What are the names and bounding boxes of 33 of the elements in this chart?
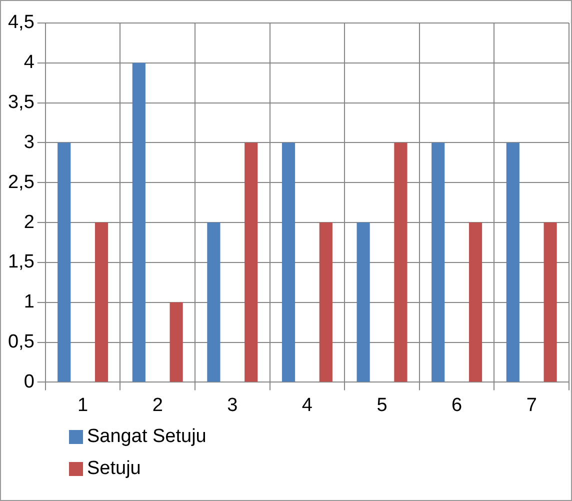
bar [282, 142, 296, 382]
bar [244, 142, 258, 382]
y-tick-label: 4 [24, 52, 35, 74]
x-tick-label: 1 [78, 394, 88, 416]
bar [94, 222, 108, 382]
y-tick-label: 2,5 [8, 172, 34, 193]
x-tick-label: 5 [376, 394, 388, 416]
y-tick-label: 3,5 [8, 92, 34, 114]
y-tick-label: 4,5 [8, 12, 34, 34]
y-tick-label: 2 [24, 212, 34, 233]
x-tick-label: 2 [152, 394, 163, 416]
x-tick-label: 4 [302, 394, 313, 416]
bar [506, 142, 520, 382]
bar [394, 142, 408, 382]
bar [319, 222, 332, 382]
bar [468, 222, 482, 382]
bar [170, 302, 183, 382]
y-tick-label: 1,5 [8, 252, 34, 273]
y-tick-label: 0 [24, 371, 34, 392]
bar [58, 142, 71, 382]
legend-label: Sangat Setuju [87, 426, 206, 448]
bar [544, 222, 557, 382]
y-tick-label: 0,5 [8, 332, 34, 353]
bar [432, 142, 445, 382]
bar [207, 222, 220, 382]
bar [132, 62, 146, 382]
x-tick-label: 6 [452, 394, 462, 416]
bar [356, 222, 370, 382]
y-tick-label: 3 [24, 132, 34, 153]
x-tick-label: 7 [526, 394, 537, 416]
y-tick-label: 1 [24, 292, 34, 313]
legend-label: Setuju [87, 458, 141, 480]
x-tick-label: 3 [227, 394, 238, 416]
